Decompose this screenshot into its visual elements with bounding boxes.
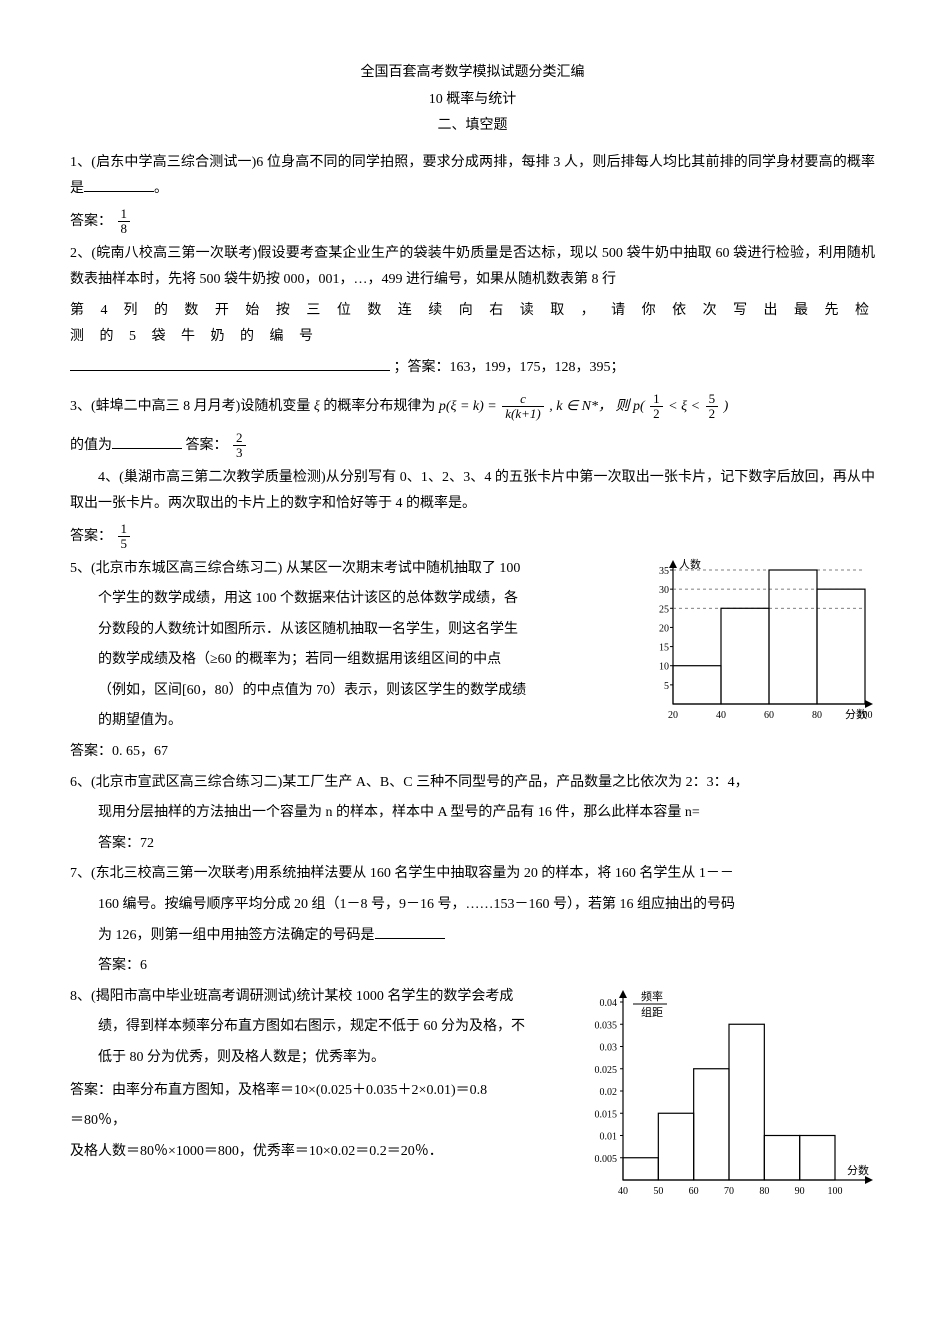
q4-answer: 答案： 1 5 <box>70 522 875 552</box>
blank <box>112 434 182 449</box>
q7-answer: 答案：6 <box>70 953 875 980</box>
svg-text:100: 100 <box>828 1186 843 1197</box>
q7-l2: 160 编号。按编号顺序平均分成 20 组（1－8 号，9－16 号，……153… <box>70 892 875 919</box>
svg-text:10: 10 <box>659 661 669 672</box>
svg-text:35: 35 <box>659 566 669 577</box>
q8-l1: 8、(揭阳市高中毕业班高考调研测试)统计某校 1000 名学生的数学会考成 <box>70 984 565 1011</box>
q2-answer-line: ；答案：163，199，175，128，395； <box>70 355 875 382</box>
q2-text1: 2、(皖南八校高三第一次联考)假设要考查某企业生产的袋装牛奶质量是否达标，现以 … <box>70 246 875 288</box>
lt: < ξ < <box>668 399 703 414</box>
q8-ans1b: ＝80％， <box>70 1108 565 1135</box>
answer-label: 答案： <box>70 214 112 229</box>
svg-text:分数: 分数 <box>845 708 867 721</box>
q5-text: 5、(北京市东城区高三综合练习二) 从某区一次期末考试中随机抽取了 100 个学… <box>70 556 625 740</box>
title-line-3: 二、填空题 <box>70 113 875 140</box>
svg-text:5: 5 <box>664 680 669 691</box>
q5-chart: 510152025303520406080100人数分数 <box>635 556 875 726</box>
question-4: 4、(巢湖市高三第二次教学质量检测)从分别写有 0、1、2、3、4 的五张卡片中… <box>70 465 875 518</box>
answer-label: 答案： <box>70 529 112 544</box>
q8-l3: 低于 80 分为优秀，则及格人数是；优秀率为。 <box>70 1045 565 1072</box>
q7-l1: 7、(东北三校高三第一次联考)用系统抽样法要从 160 名学生中抽取容量为 20… <box>70 861 875 888</box>
svg-text:0.01: 0.01 <box>600 1131 618 1142</box>
svg-text:20: 20 <box>668 710 678 721</box>
svg-text:50: 50 <box>653 1186 663 1197</box>
q4-text: 4、(巢湖市高三第二次教学质量检测)从分别写有 0、1、2、3、4 的五张卡片中… <box>70 470 875 512</box>
xi-symbol: ξ <box>314 399 320 414</box>
formula-lhs: p(ξ = k) = <box>439 399 497 414</box>
svg-text:40: 40 <box>618 1186 628 1197</box>
formula-fraction: c k(k+1) <box>502 392 543 422</box>
q8-chart: 0.005 0.01 0.015 0.02 0.025 0.03 0.035 0.04 40 50… <box>575 984 875 1204</box>
q5-l5: （例如，区间[60，80）的中点值为 70）表示，则该区学生的数学成绩 <box>70 678 625 705</box>
svg-text:分数: 分数 <box>847 1164 869 1177</box>
q2-spaced-line: 第 4 列 的 数 开 始 按 三 位 数 连 续 向 右 读 取 ， 请 你 … <box>70 298 875 351</box>
svg-text:80: 80 <box>812 710 822 721</box>
q3-text-a: 3、(蚌埠二中高三 8 月月考)设随机变量 <box>70 399 310 414</box>
half-fraction: 1 2 <box>650 392 663 422</box>
blank-long <box>70 356 390 371</box>
q7-l3: 为 126，则第一组中用抽签方法确定的号码是 <box>70 923 875 950</box>
svg-text:20: 20 <box>659 623 669 634</box>
q2-answer: ；答案：163，199，175，128，395； <box>394 360 625 375</box>
svg-text:70: 70 <box>724 1186 734 1197</box>
question-1: 1、(启东中学高三综合测试一)6 位身高不同的同学拍照，要求分成两排，每排 3 … <box>70 150 875 203</box>
fivehalf-fraction: 5 2 <box>706 392 719 422</box>
fraction: 1 8 <box>118 207 131 237</box>
title-block: 全国百套高考数学模拟试题分类汇编 10 概率与统计 二、填空题 <box>70 60 875 140</box>
q5-l1: 5、(北京市东城区高三综合练习二) 从某区一次期末考试中随机抽取了 100 <box>70 556 625 583</box>
question-5-row: 5、(北京市东城区高三综合练习二) 从某区一次期末考试中随机抽取了 100 个学… <box>70 556 875 740</box>
q5-l2: 个学生的数学成绩，用这 100 个数据来估计该区的总体数学成绩，各 <box>70 586 625 613</box>
question-3: 3、(蚌埠二中高三 8 月月考)设随机变量 ξ 的概率分布规律为 p(ξ = k… <box>70 392 875 422</box>
svg-text:0.04: 0.04 <box>600 998 618 1009</box>
blank <box>375 924 445 939</box>
q1-text: 1、(启东中学高三综合测试一)6 位身高不同的同学拍照，要求分成两排，每排 3 … <box>70 155 875 197</box>
q6-answer: 答案：72 <box>70 831 875 858</box>
svg-text:60: 60 <box>689 1186 699 1197</box>
answer-label: 答案： <box>186 438 228 453</box>
q8-text: 8、(揭阳市高中毕业班高考调研测试)统计某校 1000 名学生的数学会考成 绩，… <box>70 984 565 1170</box>
question-2: 2、(皖南八校高三第一次联考)假设要考查某企业生产的袋装牛奶质量是否达标，现以 … <box>70 241 875 294</box>
svg-text:0.035: 0.035 <box>595 1020 618 1031</box>
q5-l6: 的期望值为。 <box>70 708 625 735</box>
svg-text:0.025: 0.025 <box>595 1065 618 1076</box>
q5-answer: 答案：0. 65，67 <box>70 739 875 766</box>
title-line-1: 全国百套高考数学模拟试题分类汇编 <box>70 60 875 87</box>
q6-l1: 6、(北京市宣武区高三综合练习二)某工厂生产 A、B、C 三种不同型号的产品，产… <box>70 770 875 797</box>
fraction: 1 5 <box>118 522 131 552</box>
q6-l2: 现用分层抽样的方法抽出一个容量为 n 的样本，样本中 A 型号的产品有 16 件… <box>70 800 875 827</box>
svg-text:80: 80 <box>759 1186 769 1197</box>
svg-text:0.005: 0.005 <box>595 1154 618 1165</box>
svg-text:0.015: 0.015 <box>595 1109 618 1120</box>
question-8-row: 8、(揭阳市高中毕业班高考调研测试)统计某校 1000 名学生的数学会考成 绩，… <box>70 984 875 1204</box>
q3-answer: 的值为 答案： 2 3 <box>70 431 875 461</box>
close-paren: ) <box>724 399 729 414</box>
q2-text2: 第 4 列 的 数 开 始 按 三 位 数 连 续 向 右 读 取 ， 请 你 … <box>70 303 875 345</box>
q1-answer: 答案： 1 8 <box>70 207 875 237</box>
svg-text:90: 90 <box>795 1186 805 1197</box>
title-line-2: 10 概率与统计 <box>70 87 875 114</box>
svg-text:60: 60 <box>764 710 774 721</box>
svg-text:40: 40 <box>716 710 726 721</box>
q3-text-c: 的值为 <box>70 438 112 453</box>
q5-l3: 分数段的人数统计如图所示．从该区随机抽取一名学生，则这名学生 <box>70 617 625 644</box>
svg-text:频率: 频率 <box>641 989 663 1003</box>
svg-text:15: 15 <box>659 642 669 653</box>
q5-l4: 的数学成绩及格（≥60 的概率为；若同一组数据用该组区间的中点 <box>70 647 625 674</box>
svg-text:0.02: 0.02 <box>600 1087 618 1098</box>
svg-text:30: 30 <box>659 585 669 596</box>
blank <box>84 177 154 192</box>
svg-text:0.03: 0.03 <box>600 1042 618 1053</box>
svg-text:组距: 组距 <box>641 1005 663 1019</box>
q8-ans1a: 答案：由率分布直方图知，及格率＝10×(0.025＋0.035＋2×0.01)＝… <box>70 1078 565 1105</box>
svg-text:25: 25 <box>659 604 669 615</box>
q3-text-b: 的概率分布规律为 <box>323 399 435 414</box>
q8-l2: 绩，得到样本频率分布直方图如右图示，规定不低于 60 分为及格，不 <box>70 1014 565 1041</box>
fraction: 2 3 <box>233 431 246 461</box>
q8-ans2: 及格人数＝80％×1000＝800，优秀率＝10×0.02＝0.2＝20％． <box>70 1139 565 1166</box>
formula-cond: , k ∈ N*， 则 p( <box>549 399 644 414</box>
svg-text:人数: 人数 <box>679 558 701 571</box>
